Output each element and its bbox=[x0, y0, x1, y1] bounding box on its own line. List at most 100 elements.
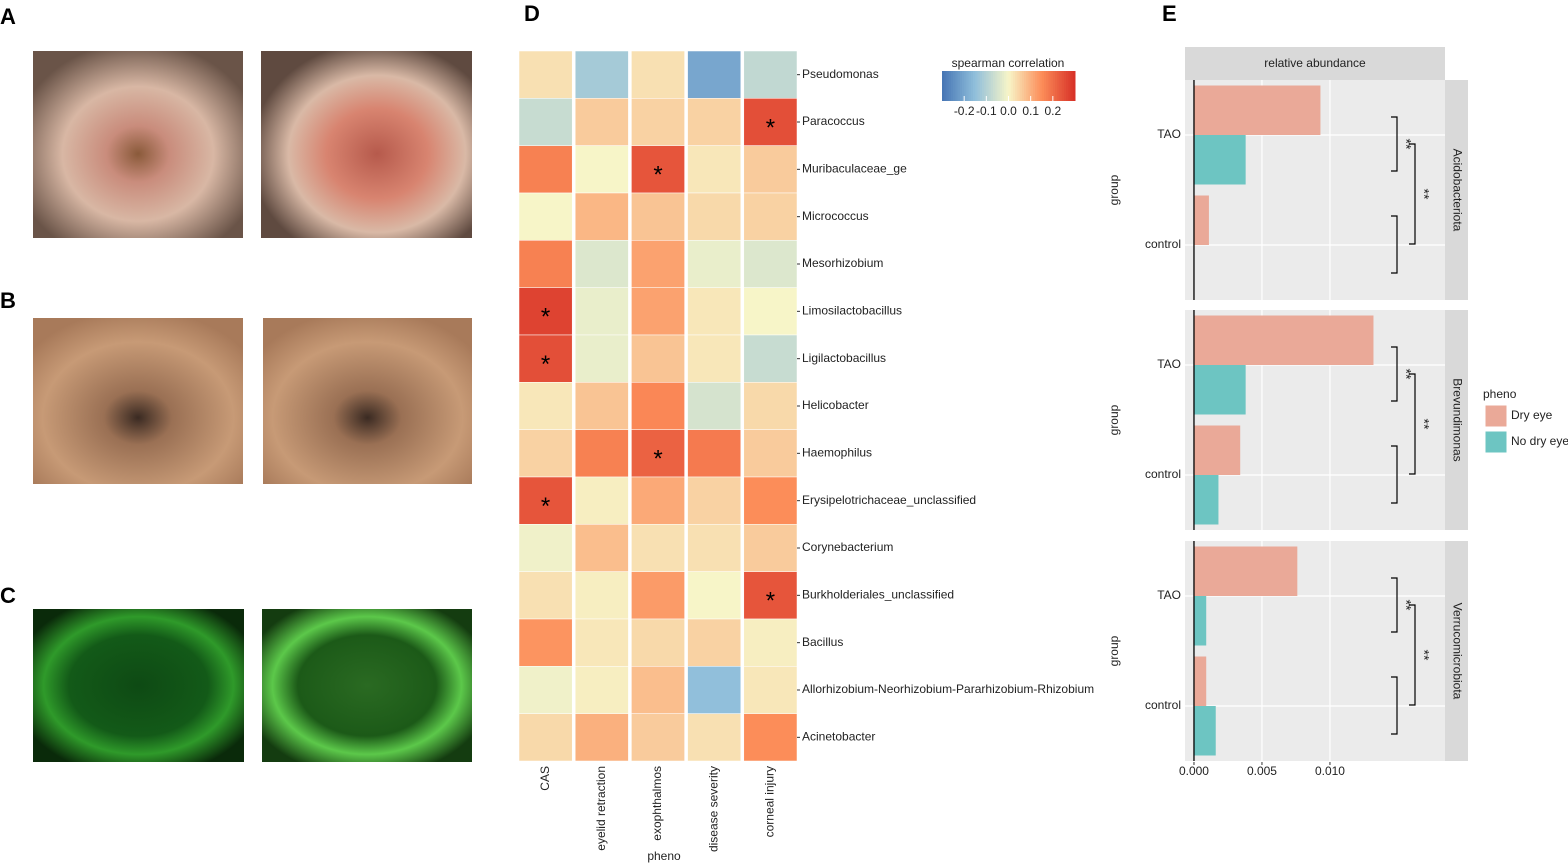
heat-cell bbox=[631, 713, 685, 762]
significance: * bbox=[766, 588, 775, 615]
heat-cell bbox=[518, 192, 573, 241]
row-label: Haemophilus bbox=[802, 446, 872, 460]
photo bbox=[262, 609, 472, 762]
heat-cell bbox=[574, 571, 629, 620]
panel-label: E bbox=[1162, 1, 1177, 26]
significance: ** bbox=[1398, 369, 1414, 380]
colorbar-step bbox=[964, 71, 967, 101]
colorbar-step bbox=[1001, 71, 1005, 101]
colorbar-step bbox=[942, 71, 945, 101]
colorbar-step bbox=[992, 71, 996, 101]
row-label: Allorhizobium-Neorhizobium-Pararhizobium… bbox=[802, 682, 1094, 696]
bar bbox=[1193, 475, 1219, 525]
heat-cell bbox=[518, 618, 573, 667]
axis-title: group bbox=[1107, 174, 1121, 205]
row-label: Mesorhizobium bbox=[802, 256, 883, 270]
photos bbox=[33, 51, 472, 762]
colorbar-step bbox=[999, 71, 1003, 101]
significance: * bbox=[541, 351, 550, 378]
heat-cell bbox=[743, 334, 798, 383]
colorbar-step bbox=[1035, 71, 1038, 101]
heat-cell bbox=[687, 571, 742, 620]
colorbar-step bbox=[979, 71, 983, 101]
colorbar-step bbox=[975, 71, 978, 101]
bar bbox=[1193, 706, 1216, 756]
heat-cell bbox=[518, 98, 573, 146]
colorbar-step bbox=[973, 71, 976, 101]
heat-cell bbox=[743, 476, 798, 525]
row-label: Pseudomonas bbox=[802, 67, 879, 81]
heat-cell bbox=[518, 524, 573, 572]
axis-title: group bbox=[1107, 635, 1121, 666]
significance: * bbox=[653, 162, 662, 189]
colorbar-tick-label: -0.2 bbox=[954, 104, 975, 118]
heat-cell bbox=[574, 145, 629, 194]
bar bbox=[1193, 656, 1207, 706]
heat-cell bbox=[518, 429, 573, 478]
heat-cell bbox=[574, 50, 629, 99]
colorbar-step bbox=[968, 71, 972, 101]
column-label: disease severity bbox=[706, 766, 720, 852]
colorbar-step bbox=[1068, 71, 1072, 101]
heat-cell bbox=[518, 713, 573, 762]
colorbar-step bbox=[957, 71, 961, 101]
heat-cell bbox=[631, 192, 685, 241]
y-tick-label: TAO bbox=[1157, 588, 1181, 602]
colorbar-step bbox=[997, 71, 1001, 101]
legend-title: pheno bbox=[1483, 387, 1517, 401]
colorbar-step bbox=[1010, 71, 1014, 101]
heat-cell bbox=[743, 382, 798, 430]
row-label: Erysipelotrichaceae_unclassified bbox=[802, 493, 976, 507]
photo bbox=[33, 318, 243, 484]
row-label: Acinetobacter bbox=[802, 730, 875, 744]
heat-cell bbox=[518, 476, 573, 525]
colorbar-step bbox=[1041, 71, 1045, 101]
colorbar-step bbox=[1021, 71, 1025, 101]
heat-cell bbox=[518, 50, 573, 99]
heat-cell bbox=[574, 240, 629, 288]
bracket bbox=[1391, 577, 1398, 633]
heat-cell bbox=[687, 287, 742, 336]
legend-key bbox=[1484, 404, 1508, 428]
column-label: exophthalmos bbox=[650, 766, 664, 841]
colorbar-step bbox=[1030, 71, 1034, 101]
colorbar-step bbox=[988, 71, 992, 101]
panel-label: B bbox=[0, 288, 16, 313]
photo bbox=[33, 609, 244, 762]
colorbar-step bbox=[1004, 71, 1007, 101]
row-label: Burkholderiales_unclassified bbox=[802, 588, 954, 602]
colorbar-step bbox=[984, 71, 987, 101]
strip-title: relative abundance bbox=[1264, 56, 1366, 70]
colorbar-step bbox=[1052, 71, 1056, 101]
heat-cell bbox=[687, 50, 742, 99]
heat-cell bbox=[743, 429, 798, 478]
heat-cell bbox=[631, 476, 685, 525]
heat-cell bbox=[631, 50, 685, 99]
heat-cell bbox=[743, 98, 798, 146]
heat-cell bbox=[574, 287, 629, 336]
y-tick-label: TAO bbox=[1157, 357, 1181, 371]
heat-cell bbox=[518, 382, 573, 430]
heat-cell bbox=[631, 145, 685, 194]
column-label: eyelid retraction bbox=[594, 766, 608, 851]
row-label: Ligilactobacillus bbox=[802, 351, 886, 365]
heat-cell bbox=[743, 192, 798, 241]
colorbar-step bbox=[948, 71, 952, 101]
heat-cell bbox=[574, 524, 629, 572]
significance: * bbox=[766, 114, 775, 141]
facet-strip bbox=[1445, 80, 1468, 300]
heat-cell bbox=[518, 571, 573, 620]
heat-cell bbox=[518, 240, 573, 288]
facet-strip bbox=[1445, 541, 1468, 761]
colorbar-step bbox=[1061, 71, 1065, 101]
y-tick-label: TAO bbox=[1157, 127, 1181, 141]
bracket bbox=[1409, 373, 1416, 475]
colorbar-tick-label: 0.2 bbox=[1044, 104, 1061, 118]
bar bbox=[1193, 85, 1321, 135]
bracket bbox=[1391, 215, 1398, 274]
heat-cell bbox=[687, 145, 742, 194]
heat-cell bbox=[631, 287, 685, 336]
heat-cell bbox=[631, 334, 685, 383]
significance: ** bbox=[1416, 189, 1432, 200]
panel-label: C bbox=[0, 583, 16, 608]
